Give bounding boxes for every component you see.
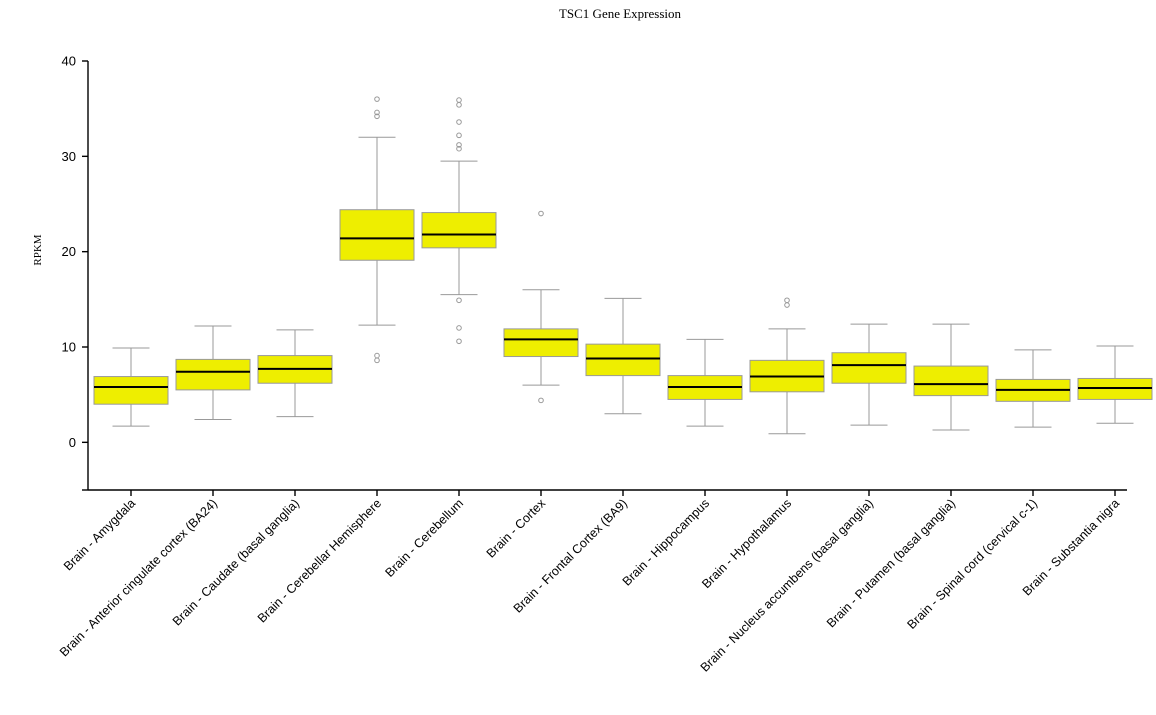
outlier-point [374,357,380,364]
outlier-point [456,142,462,148]
outlier-point [374,113,380,120]
y-tick-label: 10 [62,340,76,355]
x-category-label: Brain - Hippocampus [620,496,712,588]
outlier-point [374,352,380,359]
outlier-point [456,297,462,304]
outlier-point [784,302,790,308]
outlier-point [538,210,544,217]
boxplot [175,325,251,420]
y-tick-label: 40 [62,54,76,69]
outlier-point [456,102,462,108]
boxplot [1077,345,1153,424]
outlier-point [456,145,462,152]
boxplot [503,210,579,404]
x-category-label: Brain - Anterior cingulate cortex (BA24) [57,496,220,659]
x-axis [88,489,1127,496]
outlier-point [456,132,462,139]
x-category-label: Brain - Amygdala [61,496,138,573]
outlier-point [374,96,380,102]
y-tick-label: 0 [69,435,76,450]
boxplot [93,347,169,427]
boxplot [831,323,907,426]
x-category-label: Brain - Substantia nigra [1020,496,1122,598]
boxplot [339,96,415,364]
boxplots [93,96,1153,435]
boxplot [421,97,497,345]
boxplot [913,323,989,431]
boxplot [257,329,333,418]
boxplot [585,297,661,415]
x-category-label: Brain - Cerebellum [383,496,467,580]
box-iqr [585,343,661,377]
x-category-label: Brain - Cortex [484,496,549,561]
boxplot [667,338,743,427]
y-axis-label: RPKM [32,234,44,265]
y-tick-label: 30 [62,149,76,164]
outlier-point [456,338,462,345]
box-iqr [913,365,989,397]
box-iqr [93,376,169,405]
box-iqr [421,212,497,249]
boxplot [995,349,1071,428]
outlier-point [784,297,790,304]
box-iqr [831,352,907,384]
y-tick-label: 20 [62,244,76,259]
chart-title: TSC1 Gene Expression [559,6,682,21]
y-axis: 0 10 20 30 40 [62,54,89,491]
box-iqr [339,209,415,261]
x-category-label: Brain - Hypothalamus [699,496,794,591]
box-iqr [503,328,579,358]
outlier-point [456,97,462,103]
boxplot [749,297,825,435]
outlier-point [538,397,544,404]
outlier-point [456,325,462,331]
x-category-label: Brain - Putamen (basal ganglia) [824,496,958,630]
outlier-point [374,109,380,116]
outlier-point [456,119,462,125]
x-category-label: Brain - Spinal cord (cervical c-1) [904,496,1040,632]
box-iqr [175,358,251,391]
x-category-label: Brain - Nucleus accumbens (basal ganglia… [698,496,876,674]
